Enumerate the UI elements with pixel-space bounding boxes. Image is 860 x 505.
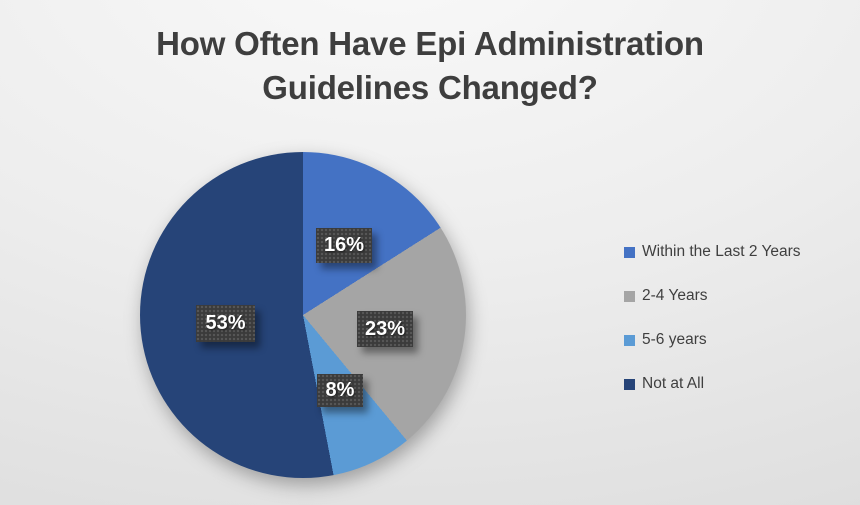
- chart-title: How Often Have Epi Administration Guidel…: [0, 22, 860, 110]
- legend-swatch-icon: [624, 290, 635, 302]
- legend-label: 2-4 Years: [642, 287, 708, 304]
- pie-chart: [140, 152, 466, 478]
- legend-item-within-last-2-years: Within the Last 2 Years: [624, 243, 801, 261]
- legend-label: Not at All: [642, 375, 705, 392]
- legend-label: Within the Last 2 Years: [642, 243, 801, 260]
- legend: Within the Last 2 Years 2-4 Years 5-6 ye…: [624, 243, 801, 393]
- slice-label-within-last-2-years: 16%: [316, 228, 372, 263]
- slice-label-5-6-years: 8%: [317, 374, 363, 407]
- legend-item-5-6-years: 5-6 years: [624, 331, 801, 349]
- legend-swatch-icon: [624, 334, 635, 346]
- legend-item-not-at-all: Not at All: [624, 375, 801, 393]
- slice-label-2-4-years: 23%: [357, 311, 413, 347]
- slice-label-not-at-all: 53%: [196, 305, 255, 342]
- legend-label: 5-6 years: [642, 331, 707, 348]
- chart-title-line1: How Often Have Epi Administration: [156, 25, 704, 62]
- legend-item-2-4-years: 2-4 Years: [624, 287, 801, 305]
- legend-swatch-icon: [624, 378, 635, 390]
- legend-swatch-icon: [624, 246, 635, 258]
- chart-title-line2: Guidelines Changed?: [262, 68, 598, 106]
